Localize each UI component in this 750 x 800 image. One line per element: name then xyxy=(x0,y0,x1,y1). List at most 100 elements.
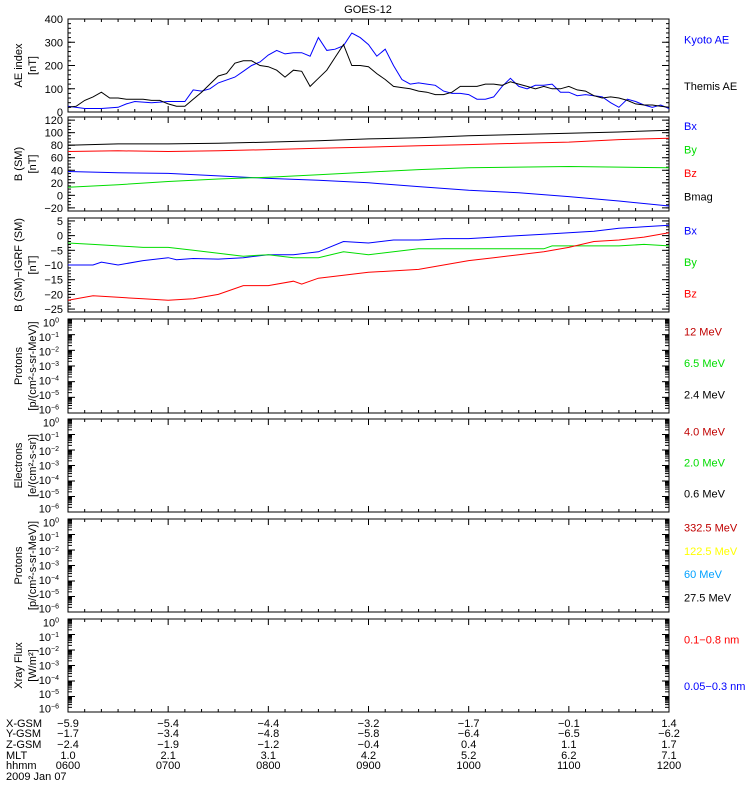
x-info-value: 0600 xyxy=(56,760,80,772)
x-info-value: 1100 xyxy=(557,760,581,772)
x-info-value: −2.4 xyxy=(57,739,79,751)
x-info-value: −6.2 xyxy=(658,728,680,740)
y-tick-label: 10−5 xyxy=(39,390,59,402)
legend-label: 60 MeV xyxy=(684,569,723,581)
y-tick-exponent: −6 xyxy=(51,405,59,412)
y-tick-exponent: −6 xyxy=(51,504,59,511)
y-tick-label: 0 xyxy=(57,190,63,202)
legend-label: By xyxy=(684,144,697,156)
y-axis-label: Protons xyxy=(13,546,25,584)
y-axis-label: AE index xyxy=(13,43,25,88)
y-tick-label: 10−1 xyxy=(39,432,59,444)
plot-frame xyxy=(67,518,670,613)
y-tick-label: 60 xyxy=(51,153,63,165)
legend-label: Bmag xyxy=(684,191,713,203)
y-tick-exponent: −5 xyxy=(51,589,59,596)
y-tick-exponent: −5 xyxy=(51,689,59,696)
series-line-bz xyxy=(67,137,670,153)
y-axis-label: [nT] xyxy=(27,256,39,275)
series-line-bmag xyxy=(67,129,670,146)
legend-label: 6.5 MeV xyxy=(684,358,726,370)
y-tick-label: 400 xyxy=(45,14,63,26)
y-tick-label: 10−1 xyxy=(39,532,59,544)
y-axis-label: Protons xyxy=(13,347,25,385)
x-info-value: −0.4 xyxy=(358,739,380,751)
y-tick-label: 10−3 xyxy=(39,561,59,573)
x-info-value: −5.9 xyxy=(57,718,79,730)
y-tick-label: 120 xyxy=(45,115,63,127)
x-info-value: 0700 xyxy=(156,760,180,772)
y-tick-label: 10−3 xyxy=(39,361,59,373)
legend-label: 2.0 MeV xyxy=(684,458,726,470)
y-axis-label: [e/(cm²-s-sr)] xyxy=(27,434,39,497)
x-info-value: 1200 xyxy=(657,760,681,772)
legend-label: 122.5 MeV xyxy=(684,546,738,558)
panel-5: 100 10−1 10−2 10−3 10−4 10−5 10−6 Electrons [e/(… xyxy=(13,418,726,516)
y-tick-label: 10−1 xyxy=(39,632,59,644)
plot-frame xyxy=(67,18,670,113)
x-info-value: 5.2 xyxy=(461,750,476,762)
y-tick-exponent: −5 xyxy=(51,489,59,496)
y-tick-label: 10−6 xyxy=(39,405,59,417)
y-tick-label: 100 xyxy=(43,418,59,430)
series-line-bx xyxy=(68,224,670,266)
y-tick-label: −15 xyxy=(44,275,63,287)
x-info-value: −1.7 xyxy=(458,718,480,730)
y-tick-label: −20 xyxy=(44,203,63,215)
x-info-value: −1.7 xyxy=(57,728,79,740)
y-axis-label: [nT] xyxy=(27,56,39,75)
y-tick-exponent: −3 xyxy=(51,361,59,368)
x-info-value: 2.1 xyxy=(161,750,176,762)
y-tick-label: 40 xyxy=(51,165,63,177)
legend-label: Kyoto AE xyxy=(684,34,729,46)
y-axis-label: Electrons xyxy=(13,442,25,488)
x-info-row-label: MLT xyxy=(6,750,27,762)
x-info-value: −6.4 xyxy=(458,728,480,740)
y-tick-exponent: −1 xyxy=(51,532,59,539)
x-info-value: 1.0 xyxy=(60,750,75,762)
y-tick-label: −5 xyxy=(50,245,63,257)
x-info-value: −6.5 xyxy=(558,728,580,740)
y-tick-label: 100 xyxy=(43,518,59,530)
x-info-value: 1.1 xyxy=(561,739,576,751)
plot-frame xyxy=(67,618,670,713)
x-info-value: −4.8 xyxy=(257,728,279,740)
chart-title: GOES-12 xyxy=(344,4,392,16)
panel-7: 100 10−1 10−2 10−3 10−4 10−5 10−6 Xray Flux [W/m… xyxy=(13,618,745,716)
y-tick-label: 10−4 xyxy=(39,575,59,587)
panel-1: 0 100 200 300 400 AE index [nT] Kyoto AE Themis … xyxy=(13,14,737,119)
series-line-kyoto-ae xyxy=(67,32,670,109)
plot-frame xyxy=(67,116,670,212)
y-tick-label: 80 xyxy=(51,140,63,152)
legend-label: Bx xyxy=(684,121,697,133)
x-info-value: −5.4 xyxy=(157,718,179,730)
x-info-value: −3.2 xyxy=(358,718,380,730)
x-info-row-label: hhmm xyxy=(6,760,37,772)
x-info-row-label: X-GSM xyxy=(6,718,42,730)
y-tick-exponent: −5 xyxy=(51,390,59,397)
y-tick-label: 20 xyxy=(51,178,63,190)
y-axis-label: Xray Flux xyxy=(13,642,25,689)
plot-frame xyxy=(67,418,670,513)
y-tick-exponent: −4 xyxy=(51,475,59,482)
legend-label: Bz xyxy=(684,288,697,300)
y-tick-label: 10−5 xyxy=(39,489,59,501)
y-tick-label: 10−5 xyxy=(39,589,59,601)
x-info-value: −5.8 xyxy=(358,728,380,740)
y-tick-label: 10−1 xyxy=(39,332,59,344)
x-info-value: 3.1 xyxy=(261,750,276,762)
series-line-themis-ae xyxy=(67,43,670,108)
panel-3: −25 −20 −15 −10 −5 0 5 B (SM)−IGRF (SM) [nT] Bx By… xyxy=(13,216,697,316)
y-tick-label: 10−4 xyxy=(39,475,59,487)
y-tick-label: 10−2 xyxy=(39,546,59,558)
y-axis-label: [W/m²] xyxy=(27,649,39,681)
x-info-value: −0.1 xyxy=(558,718,580,730)
y-tick-label: 0 xyxy=(57,107,63,119)
y-tick-exponent: −3 xyxy=(51,461,59,468)
y-tick-exponent: −6 xyxy=(51,604,59,611)
x-info-value: −1.9 xyxy=(157,739,179,751)
y-axis-label: [p/(cm²-s-sr-MeV)] xyxy=(27,521,39,610)
y-tick-exponent: 0 xyxy=(55,618,59,625)
